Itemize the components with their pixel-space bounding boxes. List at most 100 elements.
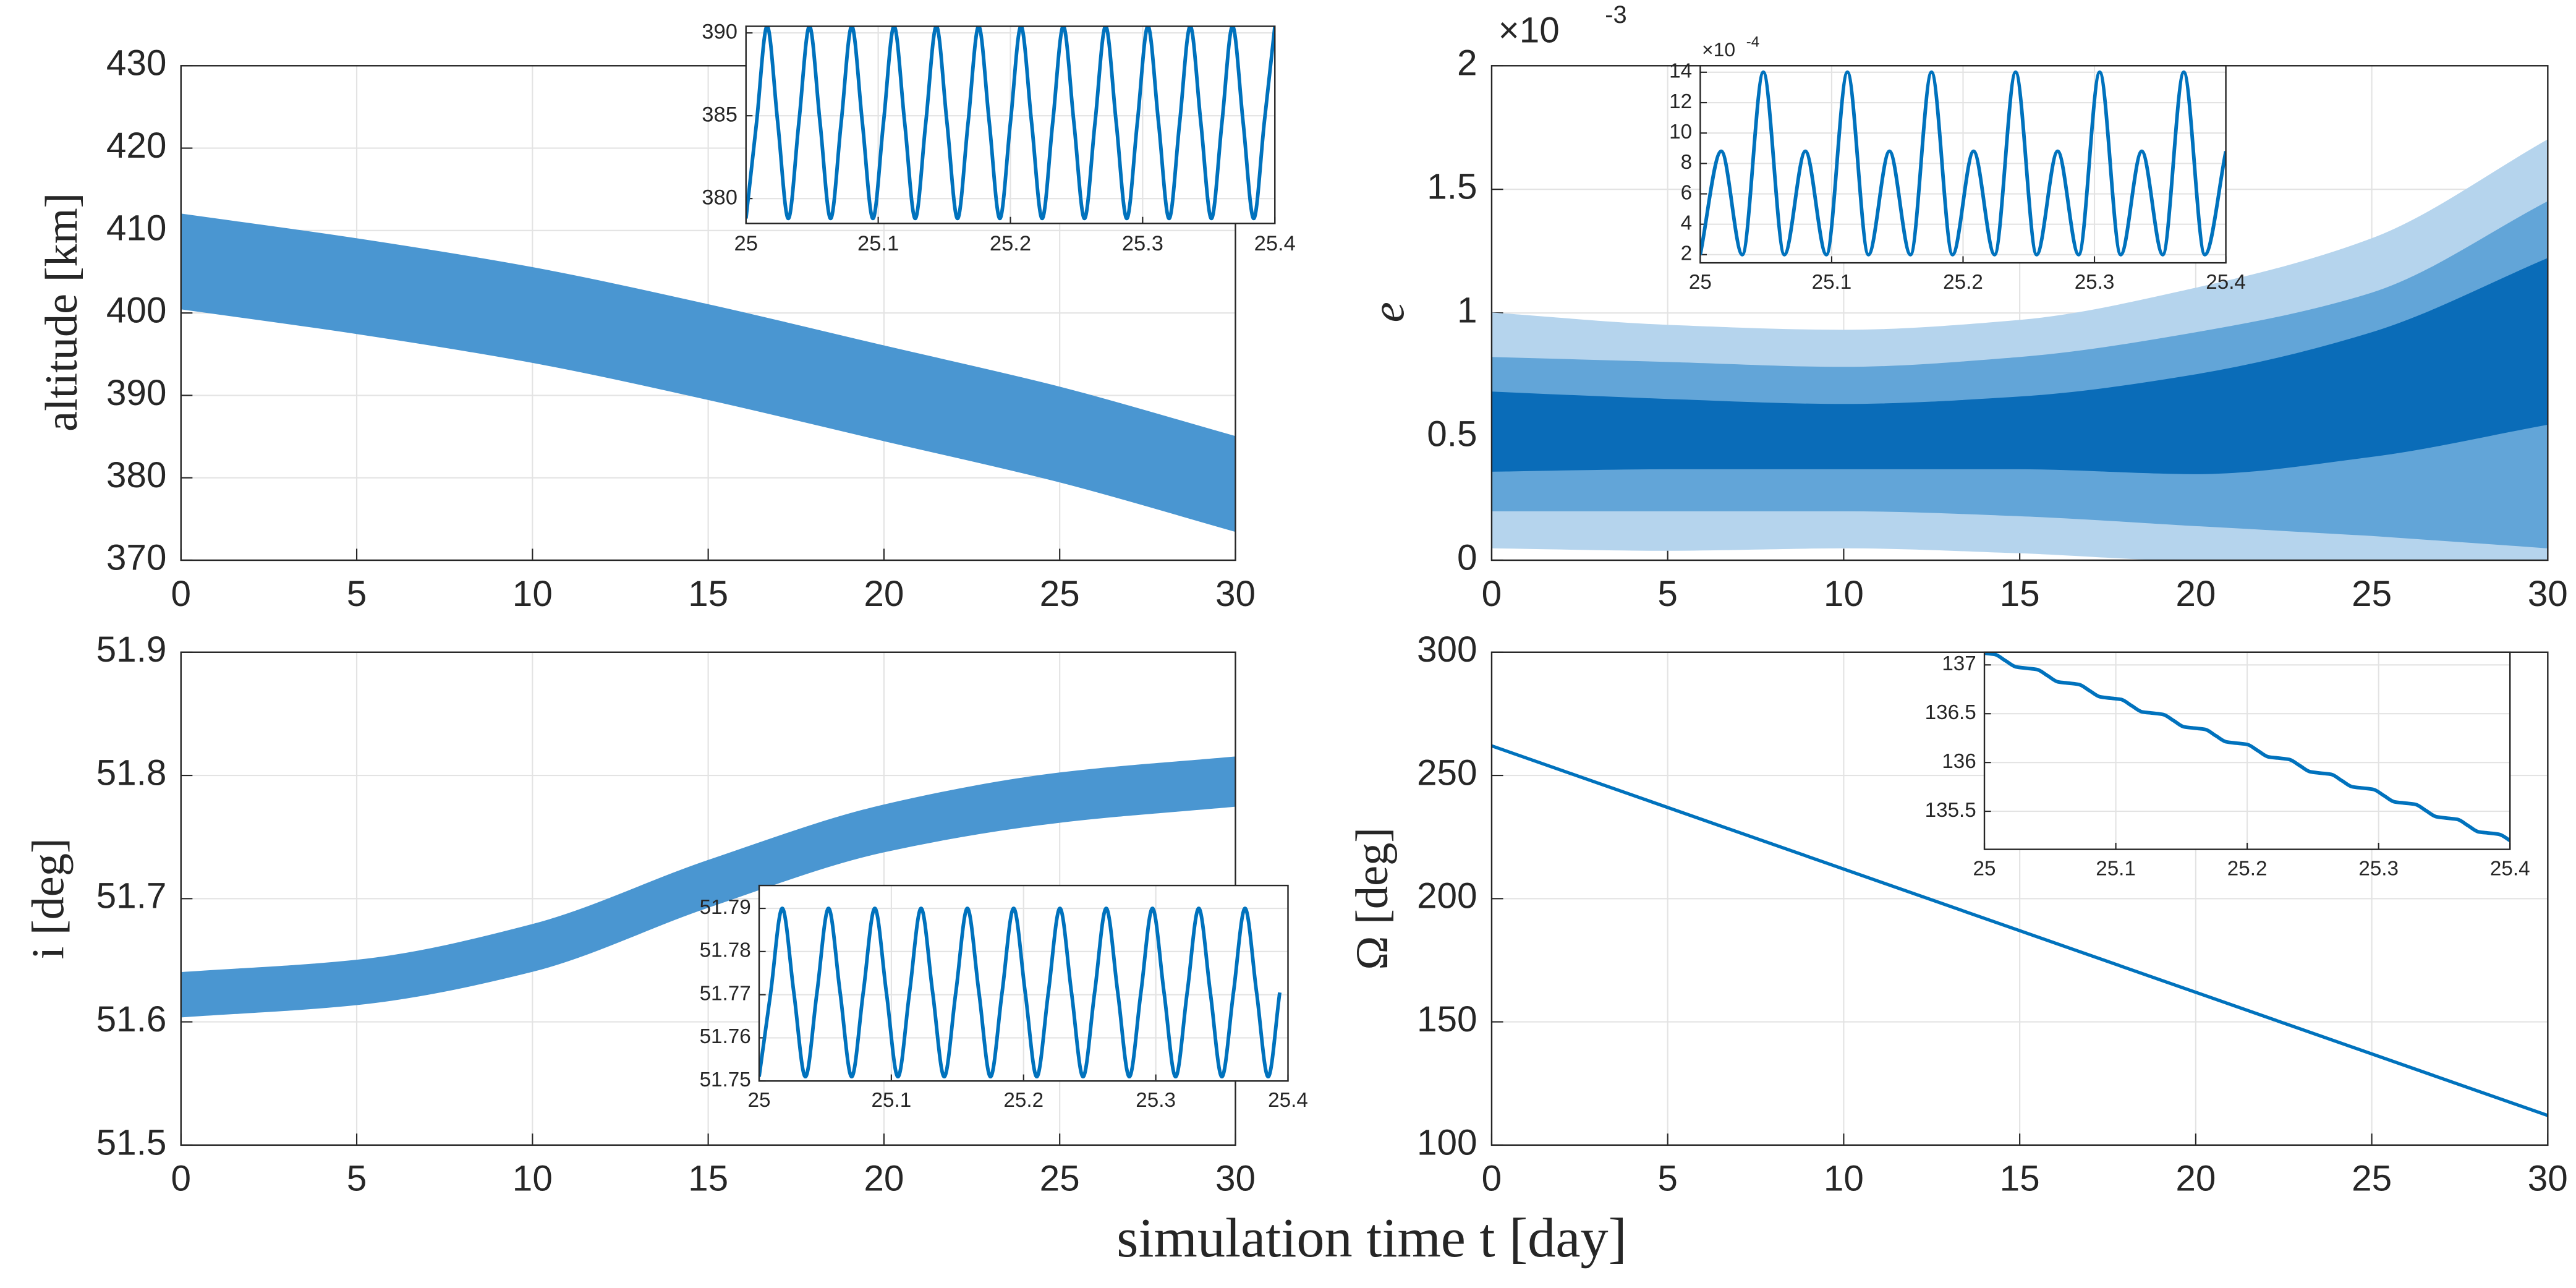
axes-box [1699, 65, 2227, 264]
y-tick-label: 2 [1681, 242, 1692, 265]
y-tick-label: 51.9 [96, 629, 167, 670]
plot-area [746, 26, 1275, 221]
x-tick-label: 25 [2352, 1159, 2392, 1199]
x-tick-label: 25.4 [1268, 1089, 1308, 1112]
x-tick-label: 5 [1657, 1159, 1678, 1199]
x-tick-label: 20 [864, 574, 904, 614]
y-tick-label: 51.76 [700, 1025, 751, 1048]
x-tick-label: 25.2 [2227, 858, 2268, 881]
x-tick-label: 5 [1657, 574, 1678, 614]
line [1491, 744, 2548, 1117]
y-tick-label: 51.78 [700, 939, 751, 962]
axes: 0 5 10 15 20 25 30 51.5 51.6 51.7 51.8 51.9 i [deg] [23, 629, 1256, 1199]
x-tick-label: 30 [2528, 1159, 2568, 1199]
x-tick-label: 25.1 [2096, 858, 2136, 881]
y-tick-label: 300 [1417, 629, 1477, 670]
y-tick-label: 6 [1681, 181, 1692, 204]
y-tick-label: 100 [1417, 1122, 1477, 1162]
y-tick-label: 390 [702, 20, 738, 43]
x-tick-label: 25.1 [872, 1089, 912, 1112]
band [1491, 258, 2548, 474]
x-tick-label: 25.2 [1003, 1089, 1044, 1112]
x-tick-label: 25 [1689, 271, 1712, 294]
y-tick-label: 1 [1457, 291, 1477, 331]
y-tick-label: 51.77 [700, 982, 751, 1005]
x-axis-label: simulation time t [day] [1116, 1207, 1626, 1269]
y-tick-label: 370 [106, 537, 167, 578]
x-tick-label: 10 [1824, 1159, 1864, 1199]
plot-area [181, 756, 1236, 1018]
y-tick-label: 51.79 [700, 896, 751, 919]
x-tick-label: 30 [1215, 574, 1256, 614]
axis-multiplier: ×10 [1702, 38, 1735, 61]
x-tick-label: 5 [347, 1159, 367, 1199]
y-tick-label: 410 [106, 208, 167, 248]
y-axis-label: Ω [deg] [1347, 827, 1398, 970]
x-tick-label: 20 [864, 1159, 904, 1199]
y-tick-label: 250 [1417, 753, 1477, 793]
y-tick-label: 51.6 [96, 999, 167, 1039]
x-tick-label: 25 [748, 1089, 771, 1112]
inset: 25 25.1 25.2 25.3 25.4 2 4 6 8 10 12 14 ×10 -4 [1669, 33, 2246, 294]
plot-area [1700, 70, 2226, 257]
x-tick-label: 0 [1482, 574, 1502, 614]
y-tick-label: 8 [1681, 151, 1692, 174]
y-tick-label: 136 [1942, 750, 1976, 773]
x-tick-label: 25.3 [2358, 858, 2399, 881]
y-axis-label: e [1364, 302, 1414, 322]
x-tick-label: 25 [734, 232, 758, 255]
plot-area [759, 906, 1282, 1079]
axes-box [180, 65, 1236, 561]
y-tick-label: 385 [702, 103, 738, 126]
axis-exponent: -4 [1746, 33, 1759, 50]
axes-box [745, 25, 1276, 224]
x-tick-label: 20 [2175, 574, 2216, 614]
y-tick-label: 4 [1681, 211, 1692, 234]
x-tick-label: 0 [171, 1159, 191, 1199]
line [1984, 652, 2510, 842]
y-tick-label: 136.5 [1925, 701, 1976, 724]
y-tick-label: 51.5 [96, 1122, 167, 1162]
line [759, 906, 1282, 1079]
y-axis-label: i [deg] [23, 838, 74, 959]
y-tick-label: 380 [106, 455, 167, 495]
plot-area [1491, 744, 2548, 1117]
x-tick-label: 25.4 [2490, 858, 2530, 881]
x-tick-label: 25.1 [1812, 271, 1852, 294]
x-tick-label: 0 [171, 574, 191, 614]
line [1700, 70, 2226, 257]
y-tick-label: 51.8 [96, 753, 167, 793]
x-tick-label: 25.3 [1122, 232, 1163, 255]
y-axis-label: altitude [km] [36, 193, 87, 432]
x-tick-label: 15 [688, 574, 728, 614]
axes-box [1983, 651, 2511, 850]
x-tick-label: 30 [2528, 574, 2568, 614]
x-tick-label: 15 [688, 1159, 728, 1199]
band [181, 756, 1236, 1018]
x-tick-label: 5 [347, 574, 367, 614]
x-tick-label: 0 [1482, 1159, 1502, 1199]
y-tick-label: 400 [106, 291, 167, 331]
y-tick-label: 135.5 [1925, 799, 1976, 822]
x-tick-label: 25.4 [2206, 271, 2246, 294]
inset: 25 25.1 25.2 25.3 25.4 51.75 51.76 51.77 51.78 51… [700, 884, 1308, 1112]
y-tick-label: 0 [1457, 537, 1477, 578]
x-tick-label: 10 [512, 1159, 553, 1199]
y-tick-label: 430 [106, 43, 167, 83]
axis-exponent: -3 [1605, 1, 1626, 28]
x-tick-label: 25.3 [2075, 271, 2115, 294]
y-tick-label: 51.7 [96, 876, 167, 916]
x-tick-label: 10 [1824, 574, 1864, 614]
x-tick-label: 25.2 [1943, 271, 1983, 294]
plot-area [1984, 652, 2510, 842]
x-tick-label: 25 [1973, 858, 1996, 881]
x-tick-label: 25.1 [857, 232, 899, 255]
y-tick-label: 0.5 [1427, 414, 1477, 454]
axes-box [758, 884, 1289, 1082]
x-tick-label: 20 [2175, 1159, 2216, 1199]
x-tick-label: 25.2 [990, 232, 1031, 255]
plot-area [181, 213, 1236, 532]
line [746, 26, 1275, 221]
axes: 0 5 10 15 20 25 30 0 0.5 1 1.5 2 e ×10 -3 [1364, 1, 2568, 614]
band [181, 213, 1236, 532]
